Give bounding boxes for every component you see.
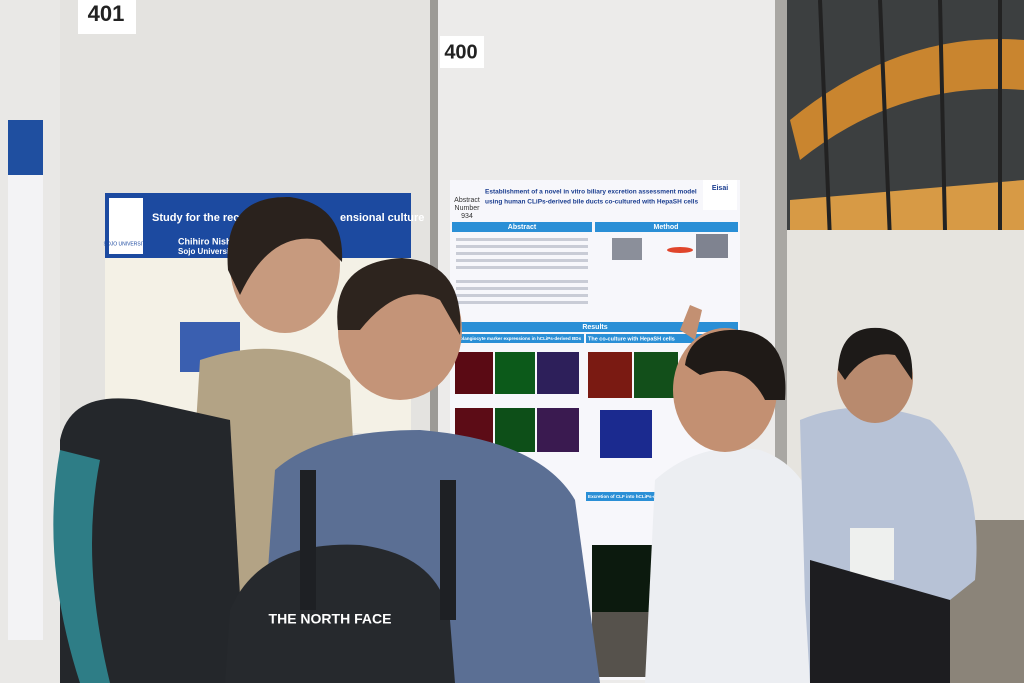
subsection-title: The co-culture with HepaSH cells [588,336,675,342]
poster-logo: SOJO UNIVERSITY [103,241,149,247]
abstract-number: Abstract [454,197,480,204]
side-poster [8,120,43,640]
poster-title: using human CLiPs-derived bile ducts co-… [485,199,698,206]
poster-affiliation: Sojo University [178,247,237,256]
section-bar [452,222,592,232]
backpack-logo: THE NORTH FACE [269,611,392,627]
section-bar [595,222,738,232]
hall-beams [818,0,1002,241]
abstract-text [456,238,588,304]
number-plate [440,36,484,68]
hall-arch [790,39,1024,160]
abstract-number: Number [455,205,481,212]
person-center: THE NORTH FACE [225,258,600,683]
poster-title: Establishment of a novel in vitro biliar… [485,189,697,196]
subsection-title: Excretion of CLF into hCLiPs-derived BDs [588,494,680,499]
person-woman [800,327,977,683]
poster-authors: Chihiro Nishiura, Ry [178,236,265,246]
abstract-number: 934 [461,213,473,220]
subsection-title: Cholangiocyte marker expressions in hCLi… [454,336,582,341]
booth-number: 400 [444,41,477,63]
poster-logo: Eisai [712,185,728,192]
poster-title: ensional culture [340,212,424,224]
method-figure [667,247,693,253]
section-title: Method [654,224,679,231]
booth-number: 401 [88,1,125,26]
poster-logo-box [109,198,143,254]
section-bar [452,322,738,332]
side-poster-header [8,120,43,175]
section-title: Abstract [508,224,537,231]
method-figure [612,238,642,260]
subsection-bar [452,334,584,343]
method-figure [696,234,728,258]
subsection-bar [586,334,738,343]
person-right [645,305,825,683]
section-title: Results [582,324,607,331]
subsection-bar [586,492,688,501]
number-plate [78,0,136,34]
poster-logo-box [703,180,737,210]
